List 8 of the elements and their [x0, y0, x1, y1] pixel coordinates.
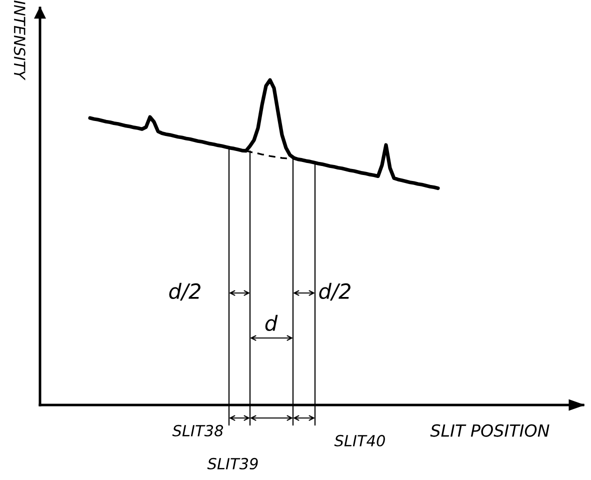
x-axis-title: SLIT POSITION	[430, 424, 550, 437]
annotation: d	[265, 314, 278, 332]
text: SLIT39	[207, 458, 258, 470]
y-axis-title: INTENSITY	[14, 0, 26, 80]
annotation: d/2	[319, 282, 350, 301]
annotation: d/2	[169, 282, 200, 301]
text: SLIT38	[172, 424, 224, 436]
text: SLIT40	[334, 434, 385, 446]
